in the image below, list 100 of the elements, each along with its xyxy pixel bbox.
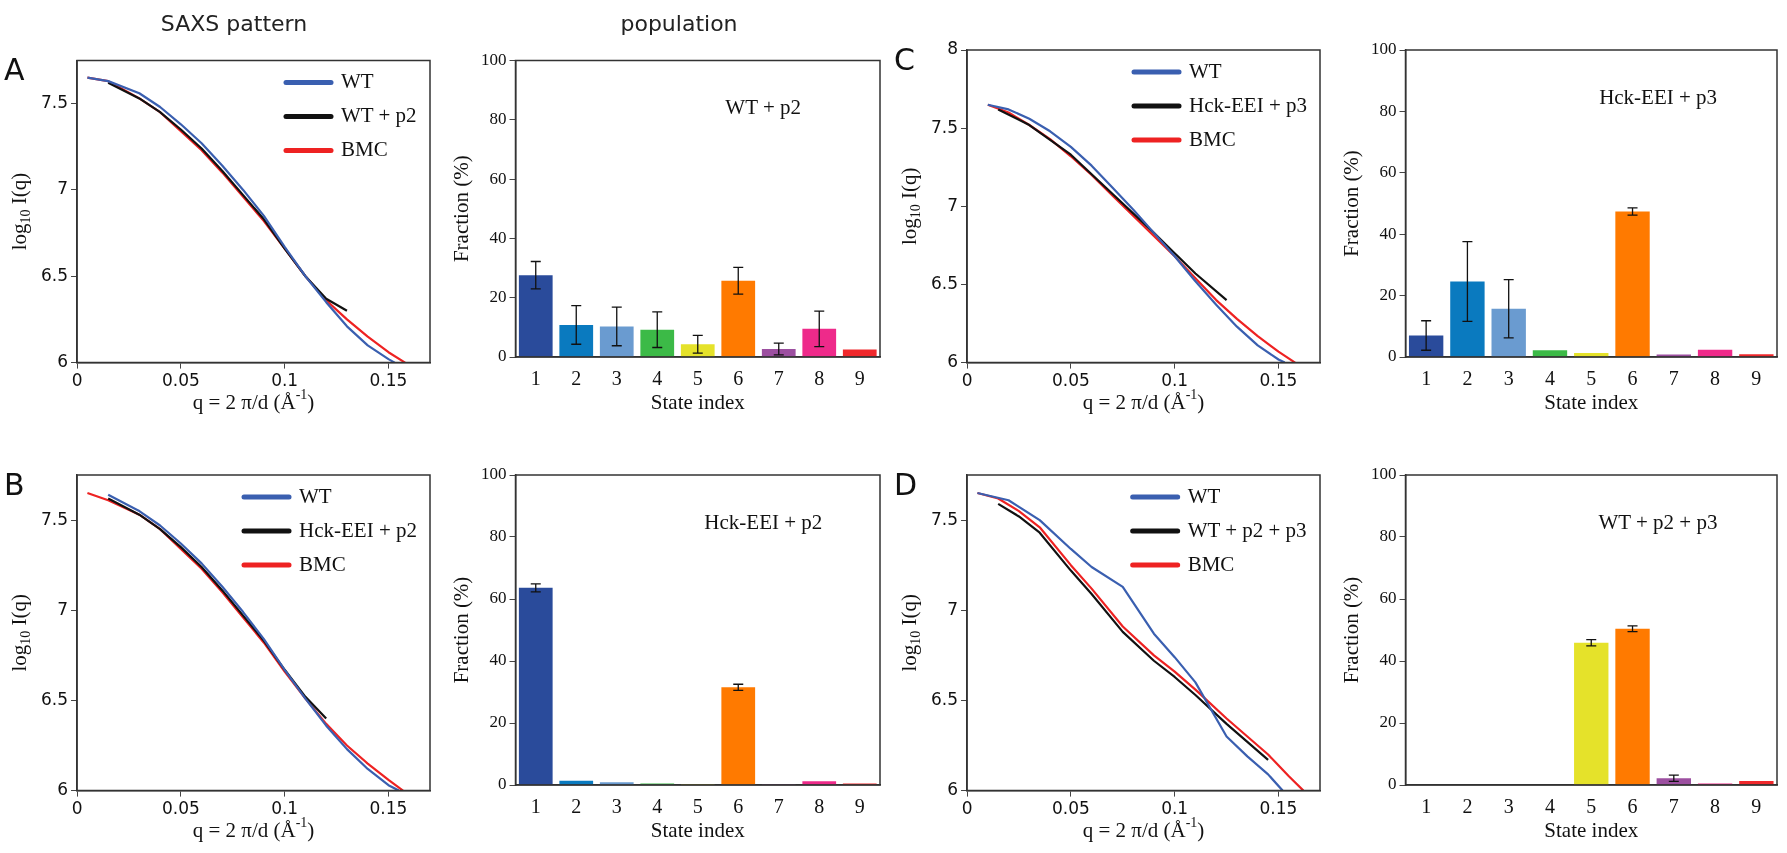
y-tick-label: 40	[489, 227, 507, 247]
y-tick-label: 80	[489, 109, 507, 129]
y-tick-label: 7.5	[930, 508, 959, 529]
x-tick-label: 7	[773, 795, 784, 818]
annotation: WT + p2 + p3	[1598, 509, 1718, 534]
y-tick-label: 7.5	[40, 508, 69, 529]
y-tick-label: 0	[498, 346, 507, 366]
legend-label: BMC	[1187, 551, 1235, 576]
y-axis-title: Fraction (%)	[1338, 150, 1363, 257]
x-tick-label: 2	[1462, 795, 1473, 818]
legend-label: Hck-EEI + p3	[1189, 92, 1308, 117]
y-tick-label: 7	[947, 598, 959, 619]
x-tick-label: 0	[961, 798, 973, 819]
y-tick-label: 20	[489, 712, 507, 732]
x-tick-label: 3	[611, 795, 622, 818]
legend-label: WT	[341, 68, 374, 93]
y-axis-title: log10 I(q)	[6, 172, 33, 251]
x-tick-label: 6	[1627, 795, 1638, 818]
y-tick-label: 6	[57, 351, 69, 372]
y-tick-label: 60	[489, 168, 507, 188]
text: D	[894, 466, 918, 502]
x-tick-label: 0	[961, 370, 973, 391]
text: B	[4, 466, 25, 502]
x-tick-label: 8	[814, 795, 825, 818]
y-tick-label: 60	[1379, 588, 1397, 608]
x-tick-label: 4	[652, 367, 663, 390]
x-tick-label: 1	[530, 795, 541, 818]
y-tick-label: 40	[1379, 650, 1397, 670]
y-tick-label: 8	[947, 38, 959, 59]
x-tick-label: 0.1	[271, 370, 299, 391]
x-tick-label: 2	[571, 795, 582, 818]
x-tick-label: 1	[1421, 795, 1432, 818]
y-tick-label: 7	[57, 598, 69, 619]
y-axis-title: Fraction (%)	[1338, 576, 1363, 684]
x-tick-label: 3	[611, 367, 622, 390]
x-tick-label: 8	[814, 367, 825, 390]
text: A	[4, 52, 25, 88]
x-tick-label: 5	[1586, 367, 1597, 390]
y-tick-label: 7	[57, 178, 69, 199]
x-tick-label: 0.05	[1051, 798, 1090, 819]
y-tick-label: 0	[498, 774, 507, 794]
x-tick-label: 6	[1627, 367, 1638, 390]
x-tick-label: 9	[854, 367, 865, 390]
y-tick-label: 7	[947, 194, 959, 215]
y-tick-label: 7.5	[40, 91, 69, 112]
y-tick-label: 100	[481, 49, 507, 69]
chart-title: population	[620, 10, 738, 36]
x-tick-label: 5	[692, 795, 703, 818]
x-tick-label: 6	[733, 367, 744, 390]
y-tick-label: 40	[1379, 223, 1397, 243]
x-tick-label: 0.1	[271, 798, 299, 819]
legend-label: BMC	[341, 136, 388, 161]
y-tick-label: 20	[1379, 712, 1397, 732]
legend-label: BMC	[1189, 126, 1236, 151]
x-tick-label: 7	[773, 367, 784, 390]
legend-label: WT	[1189, 58, 1222, 83]
y-axis-title: log10 I(q)	[896, 594, 923, 672]
x-tick-label: 9	[1751, 367, 1762, 390]
y-tick-label: 0	[1388, 774, 1397, 794]
y-tick-label: 40	[489, 650, 507, 670]
x-tick-label: 1	[1421, 367, 1432, 390]
y-tick-label: 6.5	[40, 688, 69, 709]
legend-label: WT	[1187, 483, 1221, 508]
y-axis-title: log10 I(q)	[896, 167, 923, 246]
annotation: WT + p2	[725, 94, 801, 119]
x-tick-label: 0.15	[369, 798, 408, 819]
legend-label: Hck-EEI + p2	[299, 517, 418, 542]
legend-label: WT + p2	[341, 102, 417, 127]
y-axis-title: Fraction (%)	[448, 155, 473, 263]
x-tick-label: 1	[530, 367, 541, 390]
y-tick-label: 80	[1379, 526, 1397, 546]
x-tick-label: 8	[1710, 367, 1721, 390]
y-tick-label: 0	[1388, 346, 1397, 366]
y-tick-label: 20	[489, 287, 507, 307]
text: C	[894, 41, 915, 77]
x-tick-label: 0.1	[1161, 798, 1189, 819]
y-tick-label: 6	[57, 779, 69, 800]
x-tick-label: 4	[1544, 367, 1555, 390]
x-tick-label: 8	[1710, 795, 1721, 818]
x-tick-label: 3	[1503, 367, 1514, 390]
y-tick-label: 7.5	[930, 116, 959, 137]
legend-label: WT + p2 + p3	[1187, 517, 1307, 542]
y-tick-label: 20	[1379, 285, 1397, 305]
x-tick-label: 2	[1462, 367, 1473, 390]
x-tick-label: 0.15	[1259, 798, 1298, 819]
x-tick-label: 4	[652, 795, 663, 818]
x-tick-label: 5	[1586, 795, 1597, 818]
y-tick-label: 60	[1379, 162, 1397, 182]
y-tick-label: 100	[481, 464, 507, 484]
x-tick-label: 0.05	[161, 370, 200, 391]
y-tick-label: 6.5	[930, 272, 959, 293]
x-axis-title: State index	[650, 389, 746, 414]
legend-label: BMC	[299, 551, 346, 576]
y-tick-label: 80	[1379, 100, 1397, 120]
y-tick-label: 80	[489, 526, 507, 546]
x-tick-label: 6	[733, 795, 744, 818]
y-tick-label: 6.5	[40, 264, 69, 285]
x-tick-label: 7	[1668, 367, 1679, 390]
x-tick-label: 5	[692, 367, 703, 390]
x-tick-label: 0.15	[369, 370, 408, 391]
